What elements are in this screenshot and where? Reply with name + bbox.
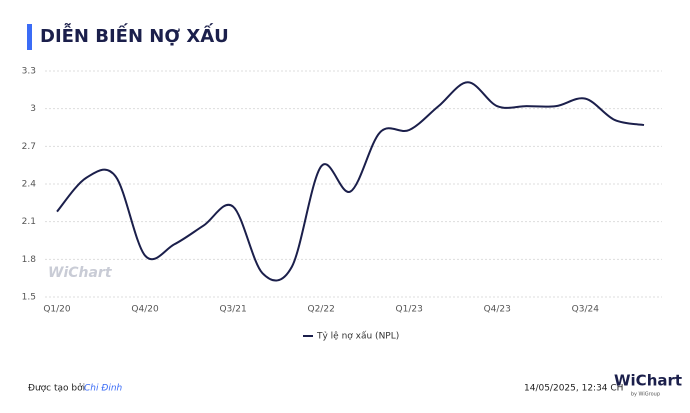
x-tick-label: Q1/20	[43, 305, 71, 315]
footer-label: Được tạo bởi	[28, 383, 85, 394]
footer-timestamp: 14/05/2025, 12:34 CH	[524, 384, 623, 394]
x-tick-label: Q3/21	[219, 305, 246, 315]
footer-logo: WiChart	[614, 372, 682, 390]
y-tick-label: 3.3	[22, 67, 36, 77]
footer-author[interactable]: Chi Đinh	[84, 384, 123, 394]
line-series	[56, 81, 645, 282]
x-tick-label: Q3/24	[572, 305, 600, 315]
x-tick-label: Q4/23	[484, 305, 511, 315]
y-tick-label: 2.7	[22, 142, 36, 152]
y-tick-label: 1.5	[22, 293, 36, 303]
chart-title: DIỄN BIẾN NỢ XẤU	[40, 22, 229, 47]
x-tick-label: Q4/20	[131, 305, 159, 315]
legend-label: Tỷ lệ nợ xấu (NPL)	[316, 331, 399, 342]
x-tick-label: Q2/22	[308, 305, 335, 315]
y-tick-label: 2.4	[22, 180, 37, 190]
y-tick-label: 1.8	[22, 255, 37, 265]
footer-logo-sub: by WiGroup	[631, 392, 660, 398]
title-accent	[27, 24, 32, 50]
y-tick-label: 3	[30, 104, 36, 114]
x-tick-label: Q1/23	[396, 305, 423, 315]
y-tick-label: 2.1	[22, 217, 36, 227]
watermark: WiChart	[48, 265, 113, 281]
